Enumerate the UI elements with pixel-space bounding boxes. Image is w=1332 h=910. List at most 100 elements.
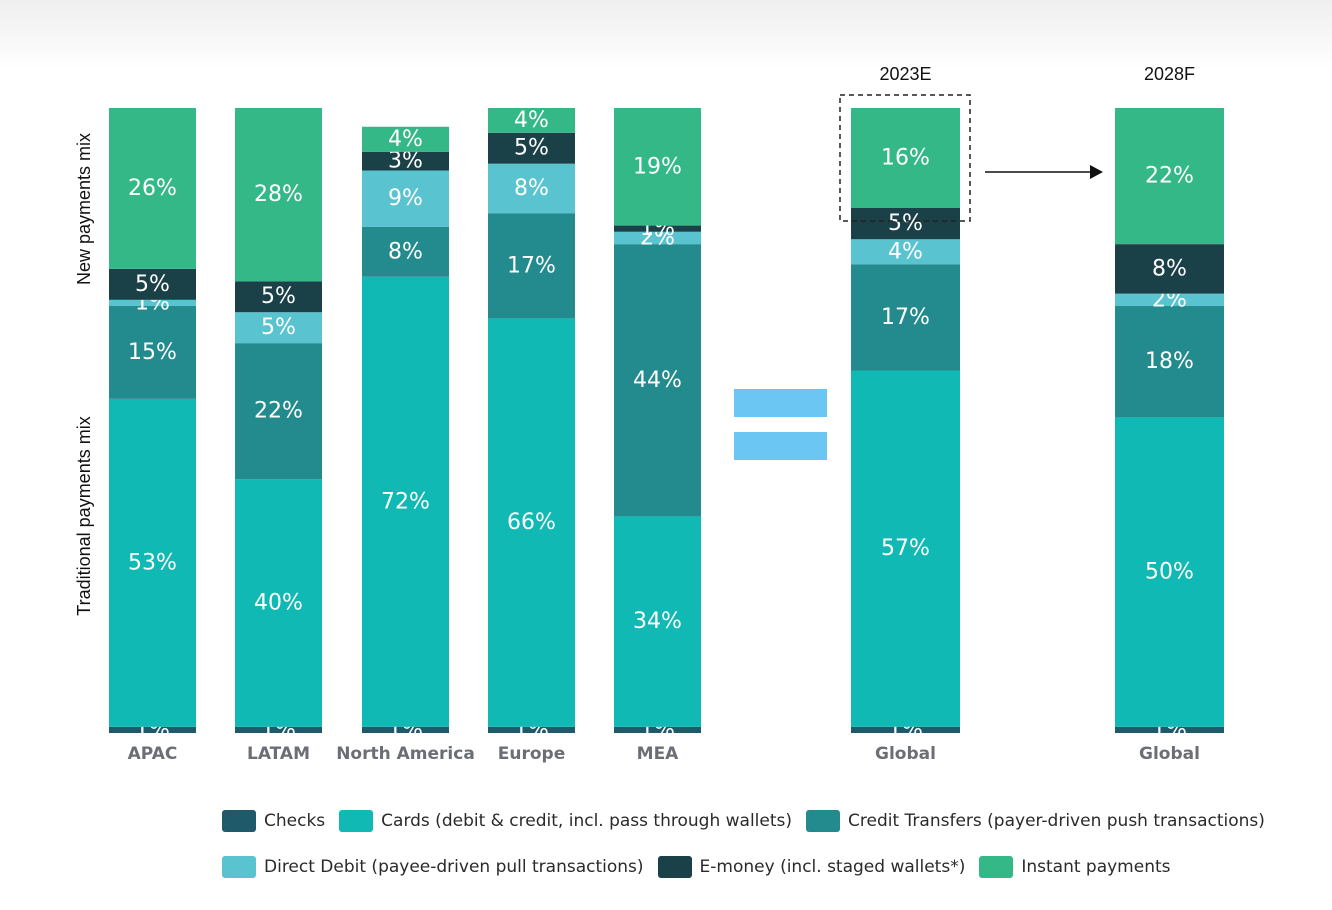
data-label: 18% — [1145, 349, 1194, 374]
stacked-bar-chart: 1%53%15%1%5%26%APAC1%40%22%5%5%28%LATAM1… — [74, 64, 1224, 764]
data-label: 8% — [388, 239, 423, 264]
data-label: 5% — [888, 211, 923, 236]
bar-segment-global-6-instant-payments — [1115, 108, 1224, 245]
legend-label: Cards (debit & credit, incl. pass throug… — [381, 811, 793, 831]
legend-swatch — [339, 810, 374, 832]
data-label: 34% — [633, 609, 682, 634]
y-label-traditional-payments: Traditional payments mix — [74, 416, 94, 615]
data-label: 40% — [254, 591, 303, 616]
data-label: 5% — [514, 136, 549, 161]
bar-segment-mea-4-checks — [614, 726, 701, 733]
data-label: 53% — [128, 550, 177, 575]
bar-segment-global-5-cards-debit-credit-i — [851, 370, 960, 727]
top-fade — [0, 0, 1332, 70]
data-label: 19% — [633, 154, 682, 179]
category-label-north-america: North America — [336, 744, 475, 764]
bar-segment-north-america-2-checks — [362, 726, 449, 733]
equals-sign-bottom — [734, 432, 827, 460]
legend-label: E-money (incl. staged wallets*) — [699, 857, 966, 877]
bar-segment-europe-3-credit-transfers-pay — [488, 213, 575, 319]
data-label: 4% — [514, 108, 549, 133]
legend-label: Checks — [264, 811, 326, 831]
bar-segment-global-5-e-money-incl-staged- — [851, 208, 960, 240]
legend-item-cards-debit-credit-incl-: Cards (debit & credit, incl. pass throug… — [339, 810, 792, 832]
data-label: 5% — [135, 272, 170, 297]
bar-segment-north-america-2-credit-transfers-pay — [362, 226, 449, 277]
legend-label: Credit Transfers (payer-driven push tran… — [848, 811, 1265, 831]
bar-segment-europe-3-e-money-incl-staged- — [488, 132, 575, 164]
data-label: 50% — [1145, 560, 1194, 585]
data-label: 22% — [1145, 164, 1194, 189]
legend-item-credit-transfers-payer-d: Credit Transfers (payer-driven push tran… — [806, 810, 1265, 832]
data-label: 3% — [388, 149, 423, 174]
bar-segment-latam-1-checks — [235, 726, 322, 733]
bar-segment-apac-0-instant-payments — [109, 108, 196, 269]
bar-segment-mea-4-e-money-incl-staged- — [614, 225, 701, 232]
data-label: 8% — [1152, 256, 1187, 281]
category-label-global: Global — [875, 744, 936, 764]
bar-segment-apac-0-direct-debit-payee-d — [109, 299, 196, 307]
legend-swatch — [806, 810, 841, 832]
data-label: 28% — [254, 182, 303, 207]
category-label-latam: LATAM — [247, 744, 310, 764]
arrow-head — [1090, 165, 1103, 179]
data-label: 8% — [514, 176, 549, 201]
bar-segment-latam-1-instant-payments — [235, 108, 322, 282]
bar-segment-latam-1-e-money-incl-staged- — [235, 281, 322, 313]
bar-segment-north-america-2-direct-debit-payee-d — [362, 170, 449, 227]
equals-sign-top — [734, 389, 827, 417]
data-label: 66% — [507, 510, 556, 535]
data-label: 16% — [881, 146, 930, 171]
category-label-mea: MEA — [637, 744, 680, 764]
bar-segment-mea-4-instant-payments — [614, 108, 701, 226]
bar-segment-global-6-e-money-incl-staged- — [1115, 244, 1224, 294]
legend-swatch — [979, 856, 1014, 878]
legend-item-checks: Checks — [222, 810, 325, 832]
bar-segment-latam-1-cards-debit-credit-i — [235, 479, 322, 727]
data-label: 5% — [261, 284, 296, 309]
category-label-apac: APAC — [128, 744, 178, 764]
period-label-2028f: 2028F — [1144, 64, 1195, 84]
bar-segment-global-5-checks — [851, 726, 960, 733]
bar-segment-apac-0-checks — [109, 726, 196, 733]
bar-segment-global-6-cards-debit-credit-i — [1115, 417, 1224, 727]
bar-segment-mea-4-credit-transfers-pay — [614, 244, 701, 517]
category-label-europe: Europe — [498, 744, 565, 764]
bar-segment-apac-0-credit-transfers-pay — [109, 306, 196, 399]
legend-swatch — [222, 856, 256, 878]
data-label: 15% — [128, 340, 177, 365]
legend-item-direct-debit-payee-drive: Direct Debit (payee-driven pull transact… — [222, 856, 644, 878]
bar-segment-global-5-direct-debit-payee-d — [851, 239, 960, 265]
legend-item-instant-payments: Instant payments — [979, 856, 1171, 878]
bar-segment-latam-1-direct-debit-payee-d — [235, 312, 322, 344]
data-label: 5% — [261, 315, 296, 340]
bar-segment-apac-0-e-money-incl-staged- — [109, 268, 196, 300]
y-label-new-payments: New payments mix — [74, 133, 94, 285]
bar-segment-global-6-direct-debit-payee-d — [1115, 293, 1224, 307]
data-label: 57% — [881, 536, 930, 561]
bar-segment-latam-1-credit-transfers-pay — [235, 343, 322, 480]
highlight-box — [839, 94, 971, 222]
data-label: 4% — [388, 127, 423, 152]
bar-segment-north-america-2-e-money-incl-staged- — [362, 151, 449, 171]
bar-segment-mea-4-cards-debit-credit-i — [614, 516, 701, 727]
bar-segment-apac-0-cards-debit-credit-i — [109, 398, 196, 727]
data-label: 9% — [388, 186, 423, 211]
data-label: 4% — [888, 239, 923, 264]
chart-legend: Checks Cards (debit & credit, incl. pass … — [222, 810, 1272, 878]
bar-segment-europe-3-direct-debit-payee-d — [488, 163, 575, 214]
bar-segment-north-america-2-cards-debit-credit-i — [362, 276, 449, 727]
data-label: 22% — [254, 399, 303, 424]
bar-segment-north-america-2-instant-payments — [362, 126, 449, 152]
period-label-2023e: 2023E — [879, 64, 931, 84]
bar-segment-global-5-credit-transfers-pay — [851, 264, 960, 371]
data-label: 17% — [881, 305, 930, 330]
bar-segment-europe-3-cards-debit-credit-i — [488, 318, 575, 727]
data-label: 26% — [128, 176, 177, 201]
category-label-global: Global — [1139, 744, 1200, 764]
data-label: 17% — [507, 253, 556, 278]
data-label: 72% — [381, 489, 430, 514]
data-label: 44% — [633, 368, 682, 393]
bar-segment-global-5-instant-payments — [851, 108, 960, 208]
legend-swatch — [657, 856, 692, 878]
